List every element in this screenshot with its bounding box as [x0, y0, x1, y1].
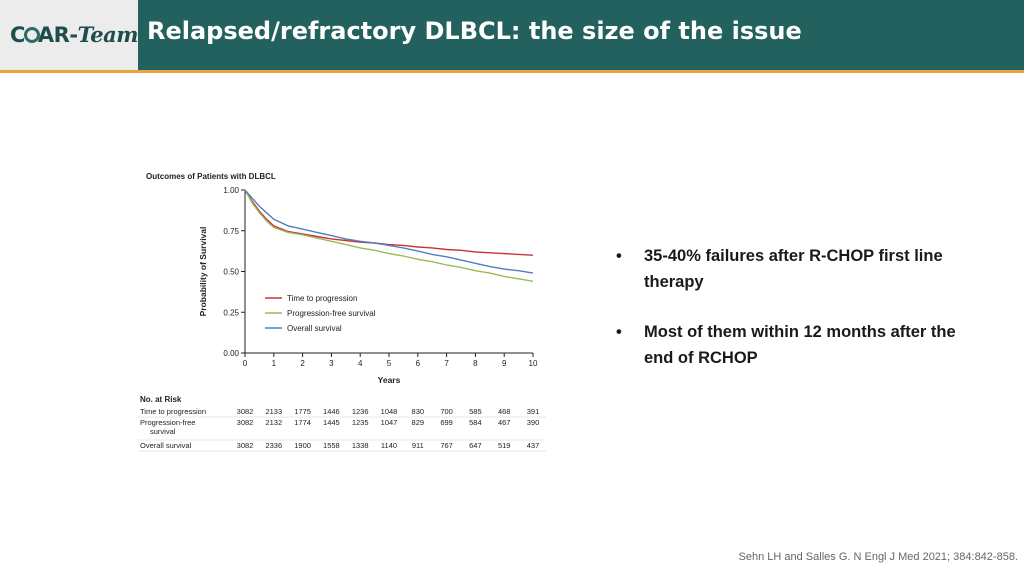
risk-cell: 829 [412, 418, 425, 427]
x-tick-label: 4 [358, 359, 363, 368]
risk-cell: 3082 [237, 407, 254, 416]
chart-title: Outcomes of Patients with DLBCL [146, 172, 276, 181]
x-tick-label: 0 [243, 359, 248, 368]
risk-row-label: survival [150, 427, 176, 436]
x-tick-label: 1 [272, 359, 277, 368]
risk-cell: 1048 [381, 407, 398, 416]
risk-table-title: No. at Risk [140, 395, 182, 404]
risk-cell: 437 [527, 441, 540, 450]
bullet-item: 35-40% failures after R-CHOP first line … [616, 243, 976, 295]
risk-cell: 647 [469, 441, 482, 450]
bullet-item: Most of them within 12 months after the … [616, 319, 976, 371]
x-tick-label: 5 [387, 359, 392, 368]
risk-cell: 830 [412, 407, 425, 416]
risk-row-label: Overall survival [140, 441, 192, 450]
x-tick-label: 3 [329, 359, 334, 368]
risk-cell: 1047 [381, 418, 398, 427]
risk-cell: 585 [469, 407, 482, 416]
logo-suffix: AR- [37, 23, 78, 47]
survival-chart: Outcomes of Patients with DLBCL 0.00 0.25 0… [138, 172, 546, 452]
risk-cell: 468 [498, 407, 511, 416]
risk-row-label: Progression-free [140, 418, 195, 427]
risk-cell: 1236 [352, 407, 369, 416]
risk-cell: 911 [412, 441, 424, 450]
risk-cell: 467 [498, 418, 511, 427]
y-tick-label: 0.75 [223, 227, 239, 236]
bullet-list: 35-40% failures after R-CHOP first line … [616, 243, 976, 395]
risk-cell: 1900 [294, 441, 311, 450]
y-tick-label: 1.00 [223, 186, 239, 195]
risk-cell: 1338 [352, 441, 369, 450]
y-tick-label: 0.50 [223, 268, 239, 277]
risk-cell: 3082 [237, 441, 254, 450]
header-bar: C AR-Team Relapsed/refractory DLBCL: the … [0, 0, 1024, 70]
citation: Sehn LH and Salles G. N Engl J Med 2021;… [738, 551, 1018, 563]
x-tick-label: 9 [502, 359, 507, 368]
risk-cell: 700 [440, 407, 453, 416]
x-tick-label: 2 [300, 359, 305, 368]
risk-cell: 2336 [265, 441, 282, 450]
risk-cell: 3082 [237, 418, 254, 427]
risk-cell: 1446 [323, 407, 340, 416]
risk-cell: 767 [440, 441, 453, 450]
slide-title: Relapsed/refractory DLBCL: the size of t… [147, 17, 802, 45]
car-team-logo: C AR-Team [10, 22, 138, 47]
series-line [244, 189, 534, 274]
y-tick-label: 0.25 [223, 308, 239, 317]
risk-cell: 1774 [294, 418, 311, 427]
x-tick-label: 8 [473, 359, 478, 368]
x-axis-label: Years [378, 375, 401, 385]
risk-cell: 1558 [323, 441, 340, 450]
risk-cell: 1445 [323, 418, 340, 427]
risk-row-label: Time to progression [140, 407, 206, 416]
risk-cell: 1775 [294, 407, 311, 416]
risk-cell: 2133 [265, 407, 282, 416]
risk-cell: 1235 [352, 418, 369, 427]
risk-cell: 1140 [381, 441, 397, 450]
x-tick-label: 10 [529, 359, 538, 368]
logo-team: Team [77, 22, 139, 47]
logo-ring-icon [23, 27, 40, 43]
x-tick-label: 6 [416, 359, 421, 368]
risk-cell: 519 [498, 441, 511, 450]
risk-cell: 390 [527, 418, 540, 427]
risk-cell: 584 [469, 418, 482, 427]
y-tick-label: 0.00 [223, 349, 239, 358]
logo-area: C AR-Team [0, 0, 138, 70]
x-tick-label: 7 [444, 359, 449, 368]
legend-label: Overall survival [287, 324, 342, 333]
risk-cell: 2132 [265, 418, 282, 427]
legend-label: Progression-free survival [287, 309, 376, 318]
risk-cell: 699 [440, 418, 453, 427]
series-line [244, 189, 534, 282]
logo-prefix: C [10, 23, 25, 47]
legend-label: Time to progression [287, 294, 357, 303]
header-divider [0, 70, 1024, 73]
risk-cell: 391 [527, 407, 540, 416]
y-axis-label: Probability of Survival [198, 227, 208, 317]
